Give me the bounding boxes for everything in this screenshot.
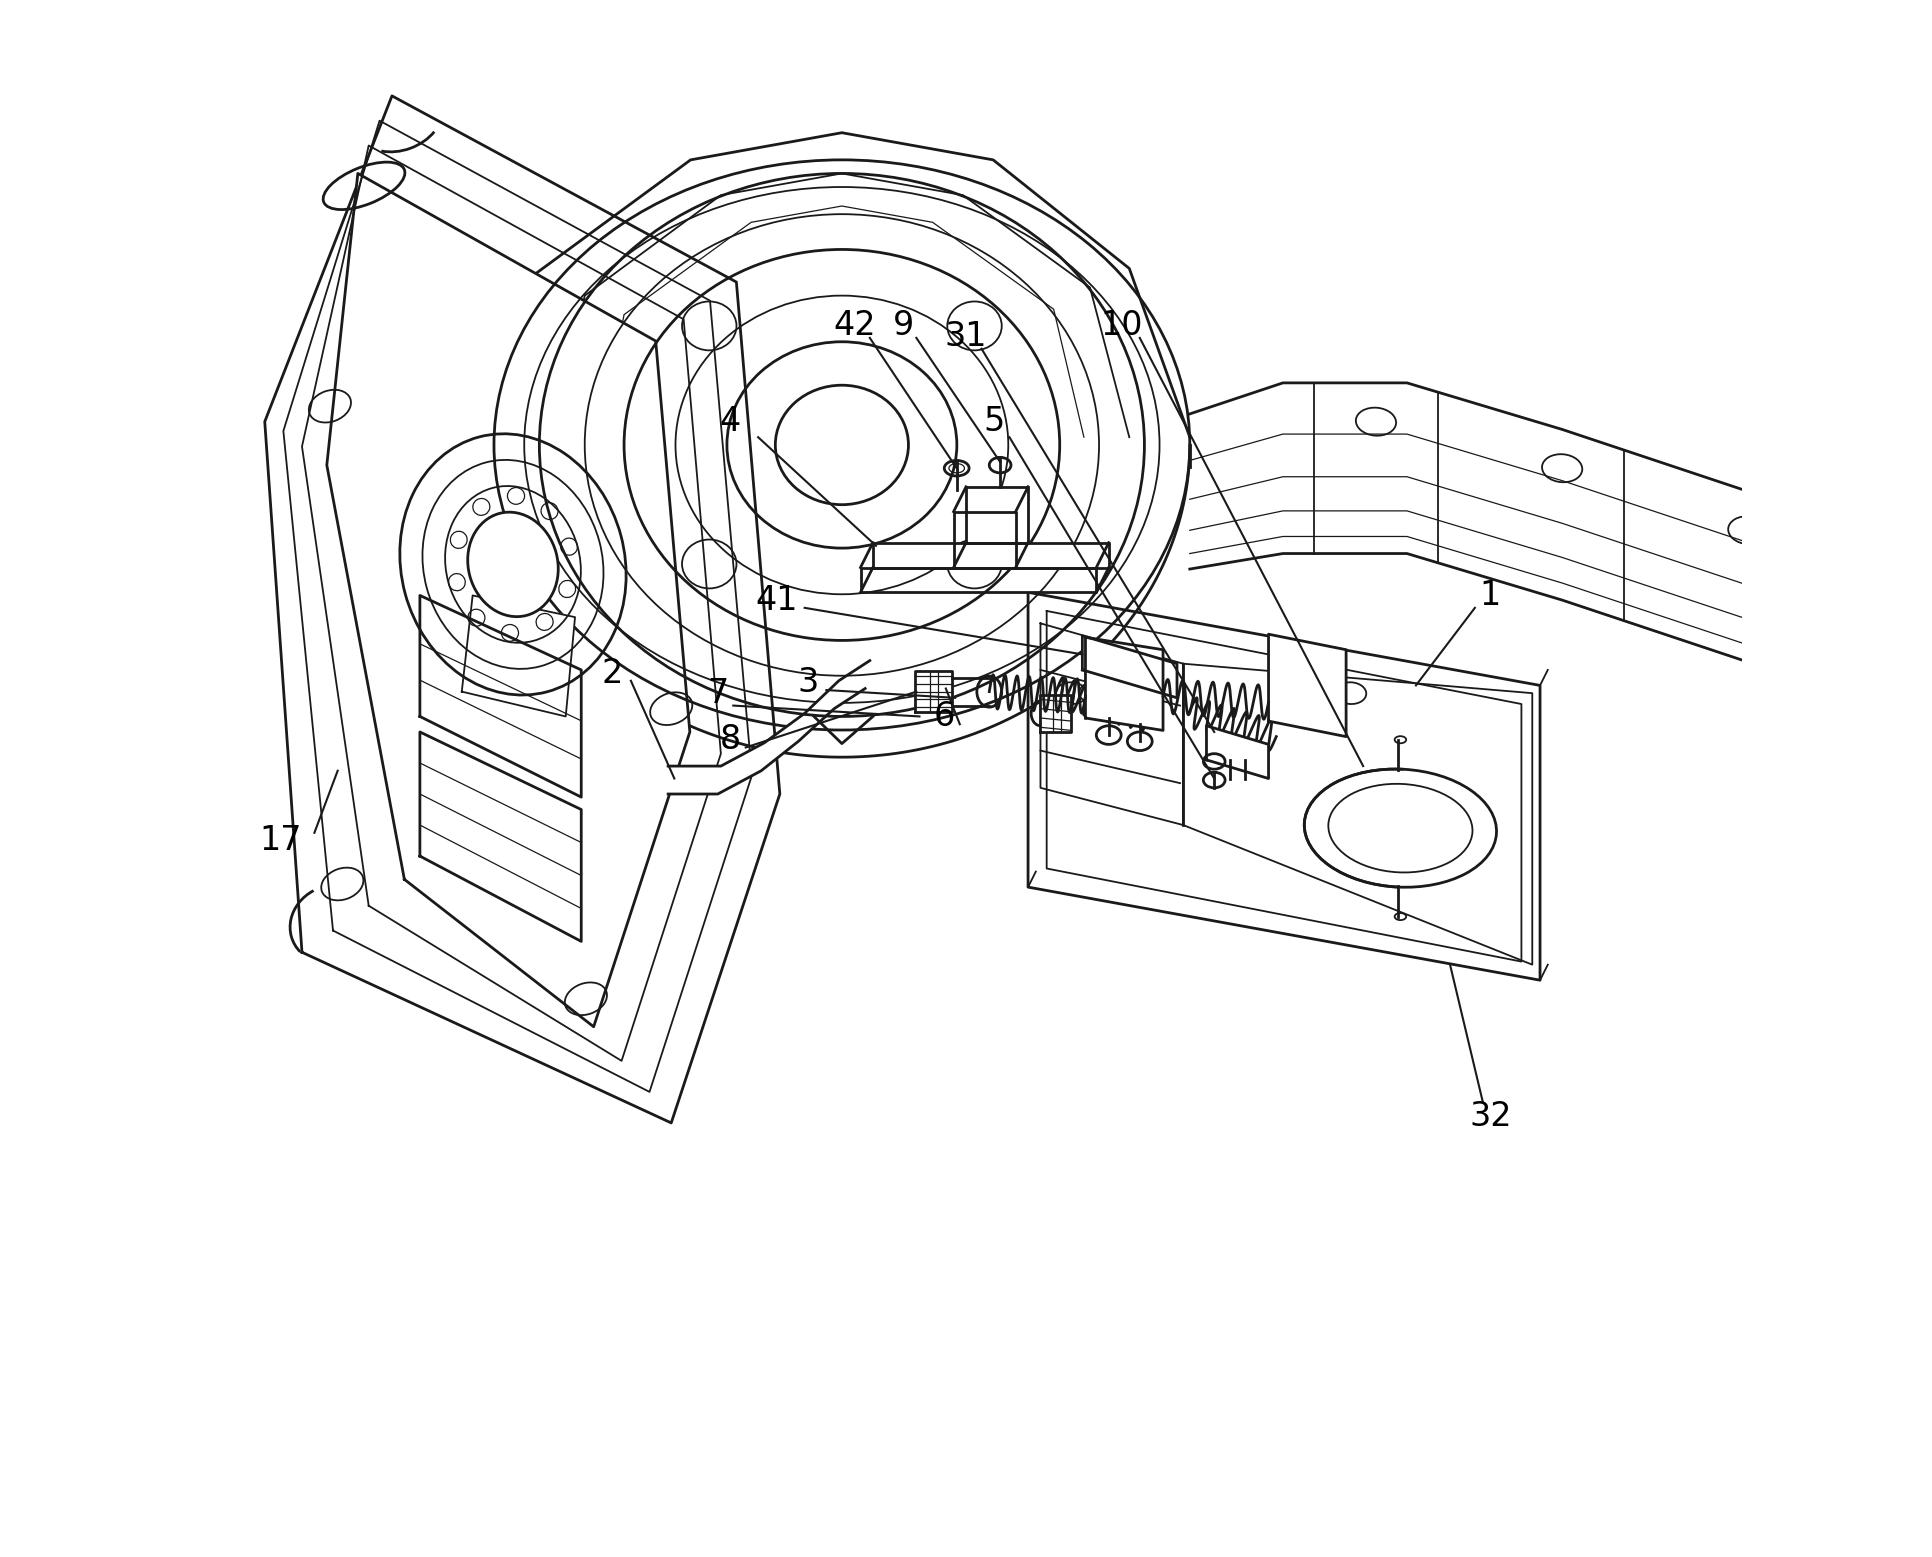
Polygon shape: [462, 595, 576, 716]
Polygon shape: [916, 671, 952, 712]
Polygon shape: [419, 595, 582, 797]
Text: 8: 8: [719, 722, 740, 757]
Text: 32: 32: [1468, 1101, 1511, 1133]
Polygon shape: [327, 173, 690, 1026]
Text: 10: 10: [1099, 308, 1142, 343]
Polygon shape: [873, 543, 1109, 567]
Polygon shape: [954, 512, 1016, 567]
Text: 17: 17: [259, 824, 301, 856]
Polygon shape: [1028, 592, 1540, 981]
Polygon shape: [265, 97, 781, 1123]
Ellipse shape: [468, 512, 558, 617]
Polygon shape: [1041, 694, 1072, 732]
Text: 6: 6: [933, 701, 954, 733]
Text: 42: 42: [833, 308, 875, 343]
Text: 2: 2: [601, 657, 622, 690]
Text: 41: 41: [755, 584, 798, 617]
Polygon shape: [966, 487, 1028, 543]
Polygon shape: [1041, 623, 1182, 825]
Polygon shape: [668, 660, 869, 794]
Text: 5: 5: [983, 405, 1005, 438]
Polygon shape: [1182, 663, 1532, 965]
Text: 1: 1: [1480, 579, 1501, 612]
Polygon shape: [419, 732, 582, 942]
Polygon shape: [860, 567, 1095, 592]
Polygon shape: [1206, 726, 1269, 778]
Polygon shape: [1086, 637, 1163, 730]
Text: 4: 4: [719, 405, 740, 438]
Text: 31: 31: [945, 319, 987, 353]
Polygon shape: [1269, 634, 1347, 736]
Text: 3: 3: [798, 666, 819, 699]
Text: 9: 9: [893, 308, 914, 343]
Text: 7: 7: [707, 677, 728, 710]
Ellipse shape: [775, 385, 908, 504]
Polygon shape: [1082, 635, 1177, 698]
